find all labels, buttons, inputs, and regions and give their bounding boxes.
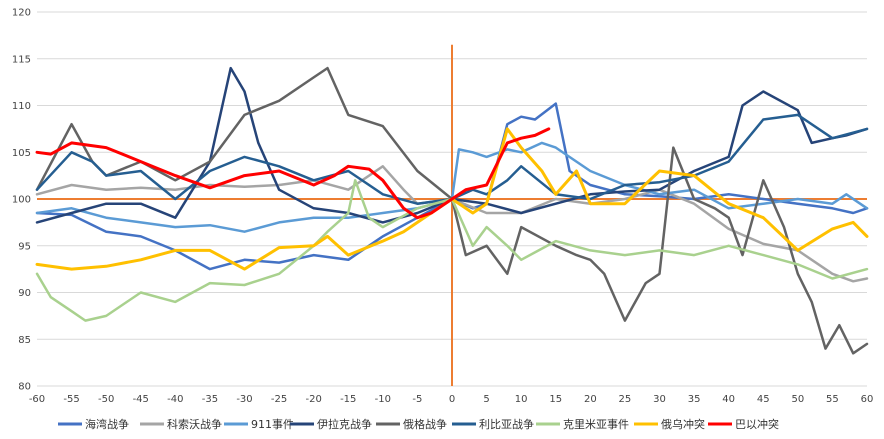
legend-label: 俄格战争 [403, 417, 447, 431]
y-tick-label: 80 [18, 382, 31, 393]
x-tick-label: -40 [167, 394, 183, 405]
y-tick-label: 120 [12, 8, 31, 19]
x-tick-label: -20 [305, 394, 321, 405]
x-tick-label: 25 [619, 394, 632, 405]
x-tick-label: 55 [826, 394, 839, 405]
series-line-6 [35, 113, 869, 205]
legend-label: 科索沃战争 [167, 417, 222, 431]
x-tick-label: 0 [449, 394, 455, 405]
legend-label: 巴以冲突 [735, 417, 779, 431]
legend-label: 911事件 [251, 418, 294, 431]
x-tick-label: -30 [236, 394, 252, 405]
x-tick-label: 40 [722, 394, 735, 405]
x-tick-label: -5 [412, 394, 422, 405]
series-layer [35, 66, 869, 355]
legend-label: 海湾战争 [85, 417, 129, 431]
x-tick-label: -55 [63, 394, 79, 405]
x-tick-label: -25 [271, 394, 287, 405]
x-tick-label: 60 [861, 394, 874, 405]
x-tick-label: -10 [375, 394, 391, 405]
series-line-7 [35, 179, 869, 322]
y-tick-label: 85 [18, 335, 31, 346]
legend-label: 克里米亚事件 [563, 418, 629, 431]
x-tick-label: -60 [29, 394, 45, 405]
y-tick-label: 100 [12, 195, 31, 206]
x-tick-label: 5 [483, 394, 489, 405]
legend-label: 利比亚战争 [479, 417, 534, 431]
series-line-4 [35, 66, 869, 224]
x-tick-label: 15 [549, 394, 562, 405]
y-tick-label: 95 [18, 241, 31, 252]
x-tick-label: 30 [653, 394, 666, 405]
x-tick-label: 10 [515, 394, 528, 405]
y-tick-label: 110 [12, 101, 31, 112]
legend: 海湾战争 科索沃战争 911事件 伊拉克战争 俄格战争 利比亚战争 克里米亚事件 俄乌冲突 巴以… [58, 417, 779, 431]
legend-label: 伊拉克战争 [317, 417, 372, 431]
x-tick-label: -50 [98, 394, 114, 405]
x-tick-label: 50 [791, 394, 804, 405]
legend-label: 俄乌冲突 [661, 417, 705, 431]
x-tick-label: 35 [688, 394, 701, 405]
y-tick-label: 115 [12, 54, 31, 65]
x-tick-label: 20 [584, 394, 597, 405]
x-tick-label: -15 [340, 394, 356, 405]
x-tick-label: -45 [133, 394, 149, 405]
x-tick-label: 45 [757, 394, 770, 405]
series-line-9 [35, 127, 551, 220]
y-tick-label: 105 [12, 148, 31, 159]
series-line-5 [35, 66, 869, 355]
reference-lines [37, 44, 867, 386]
x-tick-label: -35 [202, 394, 218, 405]
series-line-8 [35, 127, 869, 271]
y-tick-label: 90 [18, 288, 31, 299]
